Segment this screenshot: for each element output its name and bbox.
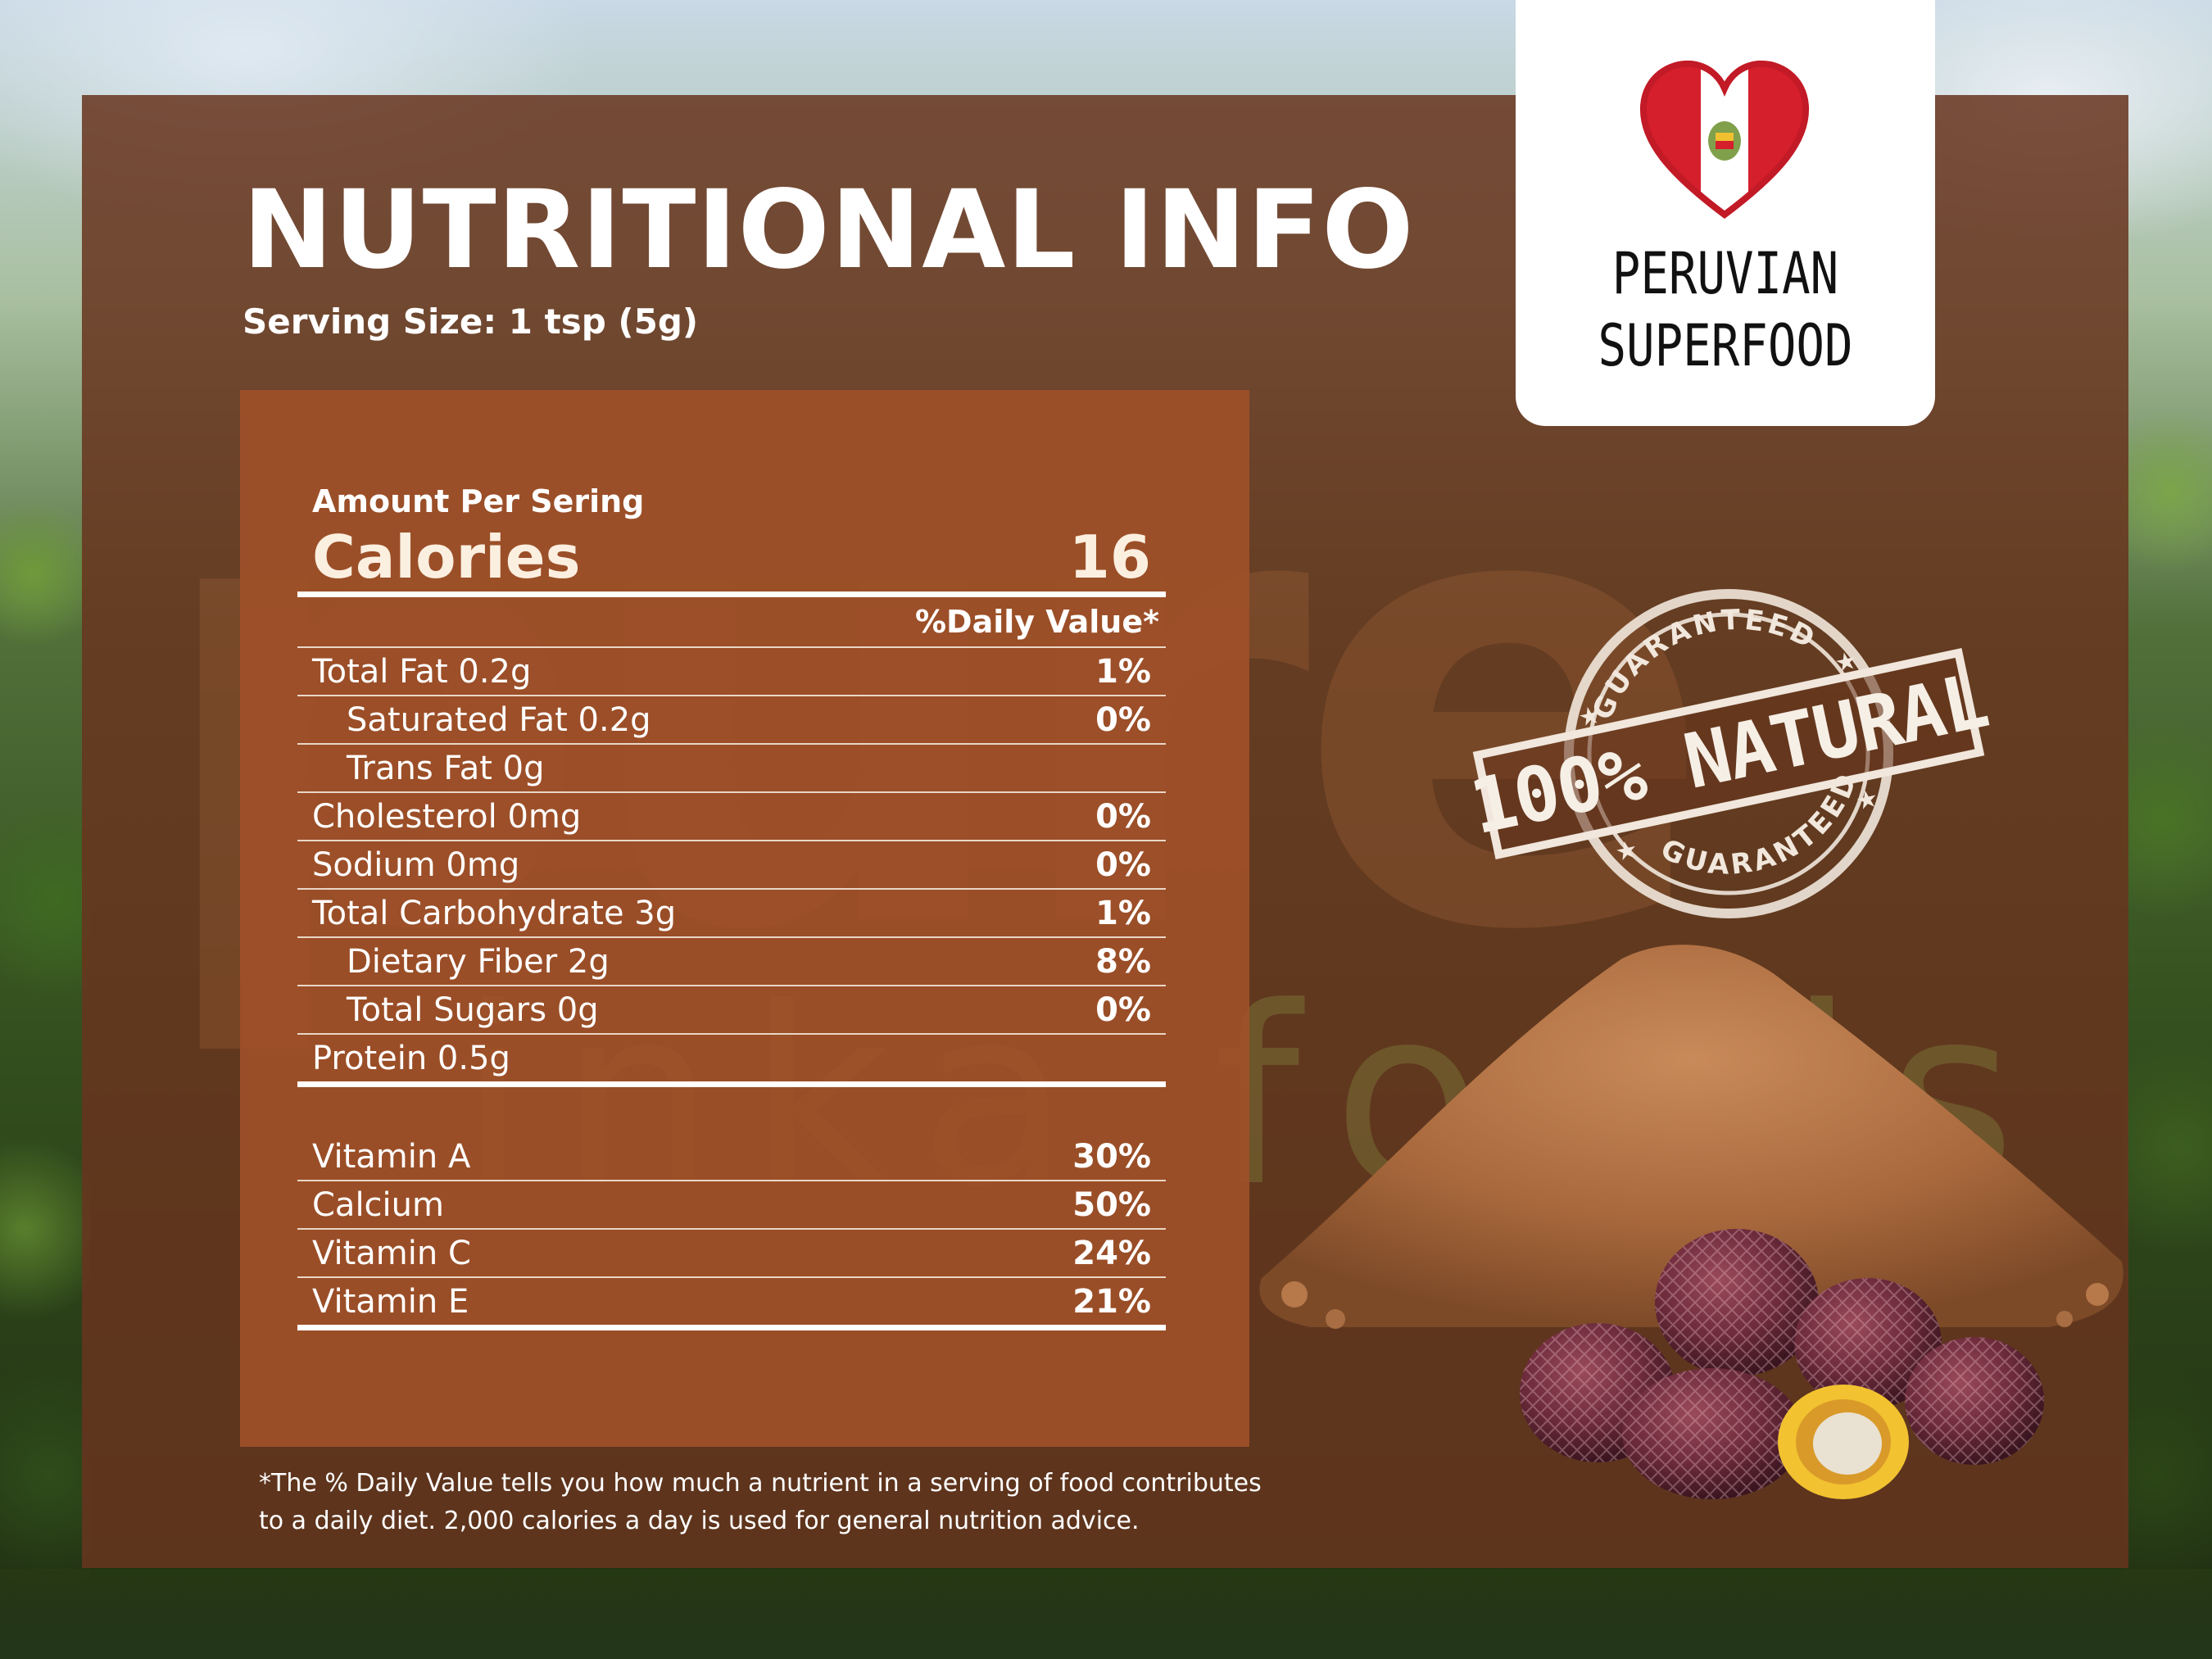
- nutrition-facts-box: Amount Per Sering Calories 16 %Daily Val…: [240, 390, 1249, 1447]
- jungle-background-left: [0, 0, 90, 1659]
- stamp-star-icon: ★: [1853, 784, 1881, 817]
- aguaje-fruit-group: [1520, 1229, 2044, 1499]
- vitamin-row-calcium: Calcium 50%: [297, 1181, 1166, 1230]
- nutrient-percent: 0%: [1095, 700, 1151, 739]
- nutrition-facts-table: Amount Per Sering Calories 16 %Daily Val…: [297, 480, 1166, 1330]
- nutrient-label: Dietary Fiber 2g: [347, 942, 610, 981]
- nutrient-label: Sodium 0mg: [312, 845, 520, 884]
- footnote-line-2: to a daily diet. 2,000 calories a day is…: [259, 1507, 1140, 1535]
- calories-value: 16: [1068, 523, 1151, 592]
- vitamin-percent: 21%: [1072, 1282, 1151, 1321]
- daily-value-header: %Daily Value*: [297, 597, 1166, 648]
- nutrient-row-trans-fat: Trans Fat 0g: [297, 745, 1166, 793]
- jungle-background-bottom: [0, 1569, 2212, 1659]
- vitamin-label: Vitamin C: [312, 1234, 471, 1272]
- nutrient-label: Total Sugars 0g: [347, 990, 599, 1029]
- nutrient-row-protein: Protein 0.5g: [297, 1035, 1166, 1087]
- nutrient-percent: 0%: [1095, 990, 1151, 1029]
- nutrient-percent: 0%: [1095, 797, 1151, 836]
- calories-row: Calories 16: [297, 523, 1166, 597]
- badge-line-2: SUPERFOOD: [1598, 312, 1853, 379]
- vitamin-percent: 30%: [1072, 1137, 1151, 1176]
- aguaje-powder-and-fruit-illustration: [1259, 945, 2124, 1499]
- jungle-background-right: [2122, 0, 2212, 1659]
- vitamin-label: Calcium: [312, 1185, 444, 1224]
- stamp-main-text: 100% NATURAL: [1466, 657, 1991, 852]
- nutrient-label: Saturated Fat 0.2g: [347, 700, 651, 739]
- page-title: NUTRITIONAL INFO: [243, 167, 1415, 293]
- vitamin-label: Vitamin A: [312, 1137, 471, 1176]
- natural-guaranteed-stamp: 100% NATURAL GUARANTEED GUARANTEED ★ ★ ★…: [1466, 584, 1991, 918]
- badge-label: PERUVIAN SUPERFOOD: [1553, 238, 1897, 382]
- powder-pile: [1259, 945, 2124, 1327]
- section-spacer: [297, 1087, 1166, 1133]
- nutrient-row-sodium: Sodium 0mg 0%: [297, 841, 1166, 890]
- nutrient-row-dietary-fiber: Dietary Fiber 2g 8%: [297, 938, 1166, 986]
- stamp-banner: [1472, 648, 1985, 859]
- nutrient-row-total-sugars: Total Sugars 0g 0%: [297, 986, 1166, 1035]
- nutrient-row-total-carbohydrate: Total Carbohydrate 3g 1%: [297, 890, 1166, 938]
- nutrient-row-total-fat: Total Fat 0.2g 1%: [297, 648, 1166, 696]
- nutrient-label: Total Fat 0.2g: [312, 652, 532, 691]
- vitamin-percent: 24%: [1072, 1234, 1151, 1272]
- vitamin-percent: 50%: [1072, 1185, 1151, 1224]
- nutrient-percent: 1%: [1095, 652, 1151, 691]
- vitamin-label: Vitamin E: [312, 1282, 469, 1321]
- peru-heart-flag-icon: [1639, 60, 1810, 219]
- peruvian-superfood-badge: PERUVIAN SUPERFOOD: [1516, 0, 1935, 426]
- vitamin-row-vitamin-e: Vitamin E 21%: [297, 1278, 1166, 1330]
- nutrient-percent: 1%: [1095, 894, 1151, 932]
- badge-line-1: PERUVIAN: [1611, 240, 1839, 307]
- nutrient-row-cholesterol: Cholesterol 0mg 0%: [297, 793, 1166, 841]
- vitamin-row-vitamin-c: Vitamin C 24%: [297, 1230, 1166, 1278]
- nutrient-label: Cholesterol 0mg: [312, 797, 582, 836]
- vitamin-row-vitamin-a: Vitamin A 30%: [297, 1133, 1166, 1181]
- nutrient-percent: 8%: [1095, 942, 1151, 981]
- nutrient-label: Trans Fat 0g: [347, 749, 545, 787]
- nutrient-percent: 0%: [1095, 845, 1151, 884]
- calories-label: Calories: [312, 523, 581, 592]
- serving-size: Serving Size: 1 tsp (5g): [243, 301, 699, 342]
- daily-value-footnote: *The % Daily Value tells you how much a …: [259, 1465, 1324, 1540]
- footnote-line-1: *The % Daily Value tells you how much a …: [259, 1469, 1262, 1498]
- amount-per-serving-label: Amount Per Sering: [312, 483, 645, 519]
- stamp-star-icon: ★: [1613, 835, 1641, 868]
- nutrient-label: Total Carbohydrate 3g: [312, 894, 677, 932]
- nutrient-label: Protein 0.5g: [312, 1039, 510, 1077]
- nutrient-row-saturated-fat: Saturated Fat 0.2g 0%: [297, 696, 1166, 745]
